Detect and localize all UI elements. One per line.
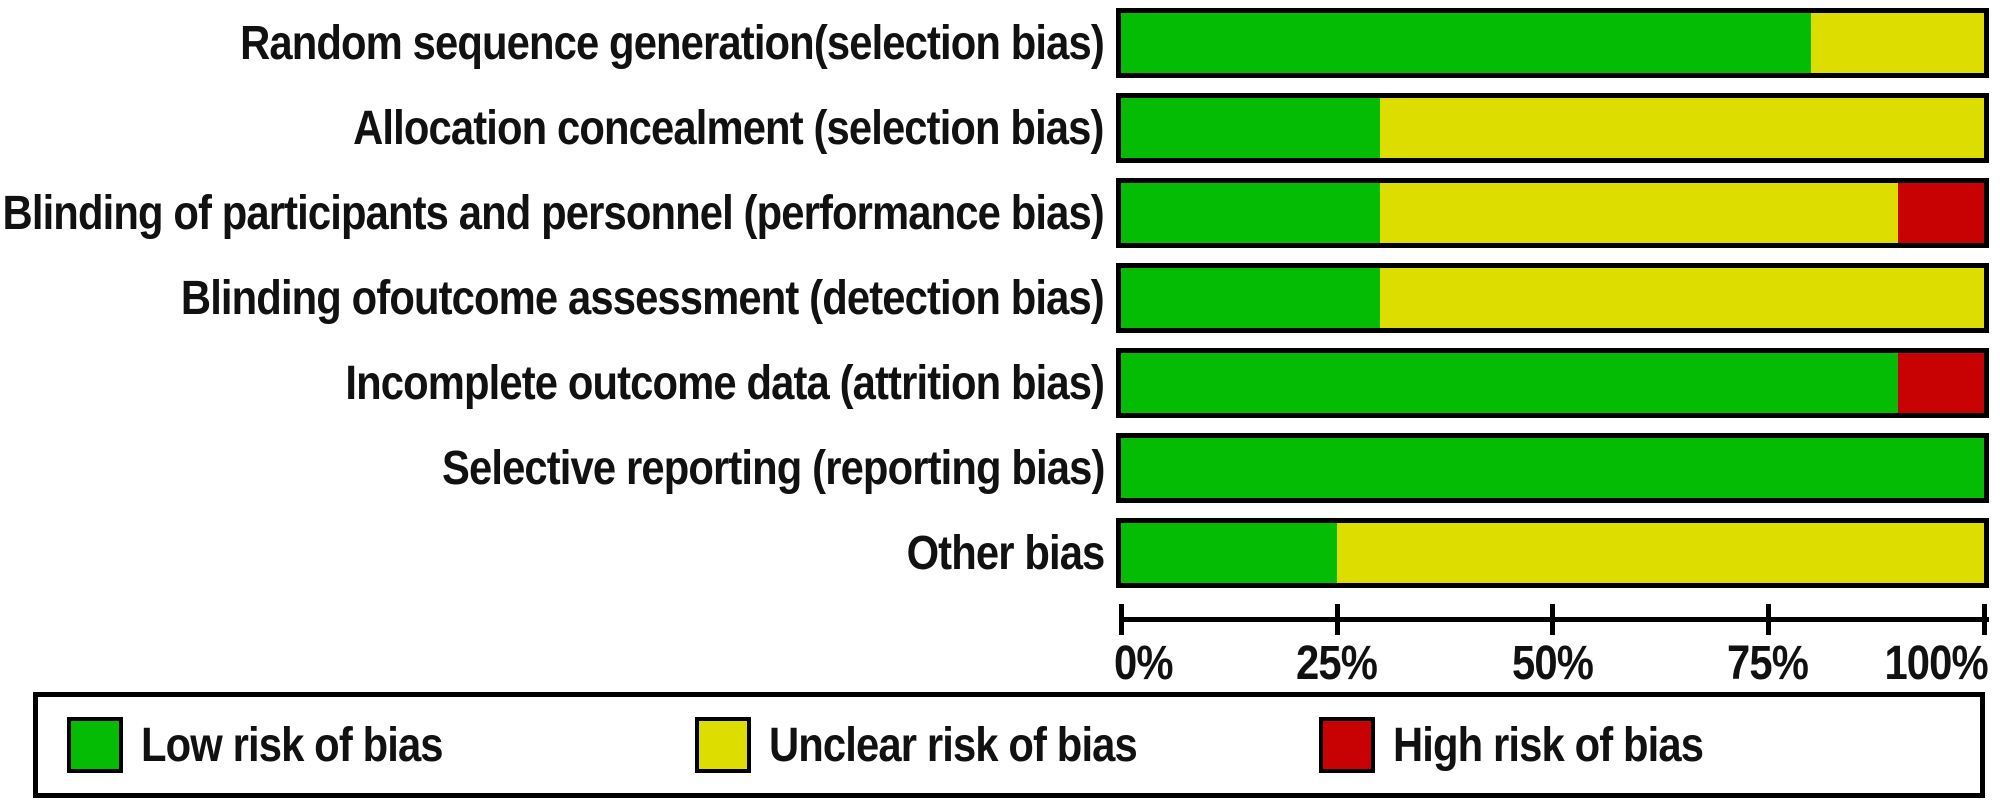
tick-label-text: 0% <box>1114 637 1173 690</box>
low-risk-segment <box>1121 13 1812 73</box>
low-risk-segment <box>1121 523 1337 583</box>
legend-item-low-risk: Low risk of bias <box>67 697 488 793</box>
legend-label: Low risk of bias <box>141 718 488 773</box>
category-label-text: Selective reporting (reporting bias) <box>441 441 1105 495</box>
unclear-risk-segment <box>1811 13 1984 73</box>
legend-item-unclear-risk: Unclear risk of bias <box>695 697 1192 793</box>
x-axis-tick-label: 0% <box>1114 636 1181 692</box>
chart-row: Allocation concealment (selection bias) <box>0 93 2000 163</box>
category-label: Selective reporting (reporting bias) <box>0 433 1105 503</box>
legend-label: Unclear risk of bias <box>769 718 1192 773</box>
chart-row: Other bias <box>0 518 2000 588</box>
low-risk-swatch <box>67 717 123 773</box>
chart-row: Incomplete outcome data (attrition bias) <box>0 348 2000 418</box>
x-axis-tick <box>1119 604 1124 635</box>
low-risk-segment <box>1121 438 1984 498</box>
stacked-bar <box>1116 433 1989 503</box>
tick-label-text: 25% <box>1296 637 1379 690</box>
category-label: Random sequence generation(selection bia… <box>0 8 1105 78</box>
category-label: Blinding ofoutcome assessment (detection… <box>0 263 1105 333</box>
category-label-text: Blinding ofoutcome assessment (detection… <box>181 271 1105 325</box>
x-axis-tick-label: 25% <box>1227 636 1447 692</box>
unclear-risk-swatch <box>695 717 751 773</box>
category-label-text: Random sequence generation(selection bia… <box>240 16 1105 70</box>
category-label-text: Other bias <box>906 526 1105 580</box>
category-label: Allocation concealment (selection bias) <box>0 93 1105 163</box>
stacked-bar <box>1116 93 1989 163</box>
x-axis-tick <box>1766 604 1771 635</box>
legend-box: Low risk of bias Unclear risk of bias Hi… <box>33 692 1985 798</box>
x-axis-tick-label: 100% <box>1869 636 1989 692</box>
chart-row: Blinding ofoutcome assessment (detection… <box>0 263 2000 333</box>
x-axis-tick-label: 75% <box>1658 636 1878 692</box>
category-label-text: Blinding of participants and personnel (… <box>2 186 1105 240</box>
stacked-bar <box>1116 518 1989 588</box>
x-axis-tick <box>1982 604 1987 635</box>
legend-label-text: Unclear risk of bias <box>769 718 1138 772</box>
x-axis-tick <box>1335 604 1340 635</box>
stacked-bar <box>1116 348 1989 418</box>
low-risk-segment <box>1121 98 1380 158</box>
x-axis-tick <box>1550 604 1555 635</box>
high-risk-segment <box>1897 353 1984 413</box>
tick-label-text: 50% <box>1512 637 1595 690</box>
low-risk-segment <box>1121 268 1380 328</box>
legend-label-text: Low risk of bias <box>141 718 444 772</box>
unclear-risk-segment <box>1379 268 1984 328</box>
category-label: Blinding of participants and personnel (… <box>0 178 1105 248</box>
x-axis-tick-label: 50% <box>1443 636 1663 692</box>
category-label: Other bias <box>0 518 1105 588</box>
unclear-risk-segment <box>1379 183 1898 243</box>
unclear-risk-segment <box>1336 523 1984 583</box>
high-risk-swatch <box>1319 717 1375 773</box>
category-label-text: Incomplete outcome data (attrition bias) <box>345 356 1105 410</box>
tick-label-text: 100% <box>1884 637 1989 690</box>
low-risk-segment <box>1121 183 1380 243</box>
legend-label-text: High risk of bias <box>1393 718 1704 772</box>
legend-label: High risk of bias <box>1393 718 1749 773</box>
chart-row: Random sequence generation(selection bia… <box>0 8 2000 78</box>
tick-label-text: 75% <box>1727 637 1810 690</box>
unclear-risk-segment <box>1379 98 1984 158</box>
stacked-bar <box>1116 178 1989 248</box>
high-risk-segment <box>1897 183 1984 243</box>
chart-row: Selective reporting (reporting bias) <box>0 433 2000 503</box>
category-label: Incomplete outcome data (attrition bias) <box>0 348 1105 418</box>
chart-row: Blinding of participants and personnel (… <box>0 178 2000 248</box>
stacked-bar <box>1116 263 1989 333</box>
category-label-text: Allocation concealment (selection bias) <box>353 101 1105 155</box>
low-risk-segment <box>1121 353 1898 413</box>
stacked-bar <box>1116 8 1989 78</box>
legend-item-high-risk: High risk of bias <box>1319 697 1749 793</box>
